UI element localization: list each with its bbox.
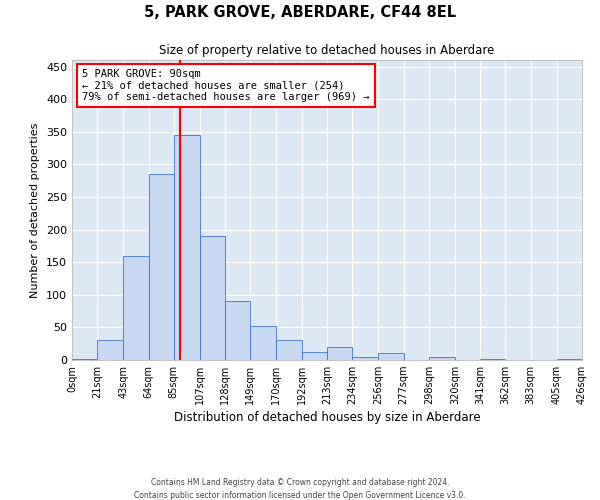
- Text: Contains HM Land Registry data © Crown copyright and database right 2024.
Contai: Contains HM Land Registry data © Crown c…: [134, 478, 466, 500]
- Bar: [327, 347, 352, 360]
- Bar: [250, 326, 275, 360]
- Y-axis label: Number of detached properties: Number of detached properties: [31, 122, 40, 298]
- Bar: [480, 358, 505, 360]
- Bar: [352, 356, 379, 360]
- Text: 5 PARK GROVE: 90sqm
← 21% of detached houses are smaller (254)
79% of semi-detac: 5 PARK GROVE: 90sqm ← 21% of detached ho…: [82, 69, 370, 102]
- Bar: [429, 356, 455, 360]
- Bar: [124, 256, 149, 360]
- Bar: [97, 340, 124, 360]
- Bar: [557, 358, 582, 360]
- X-axis label: Distribution of detached houses by size in Aberdare: Distribution of detached houses by size …: [173, 412, 481, 424]
- Bar: [200, 236, 225, 360]
- Bar: [275, 340, 302, 360]
- Bar: [225, 302, 250, 360]
- Bar: [302, 352, 327, 360]
- Bar: [174, 135, 200, 360]
- Bar: [379, 354, 404, 360]
- Title: Size of property relative to detached houses in Aberdare: Size of property relative to detached ho…: [160, 44, 494, 58]
- Bar: [149, 174, 174, 360]
- Text: 5, PARK GROVE, ABERDARE, CF44 8EL: 5, PARK GROVE, ABERDARE, CF44 8EL: [144, 5, 456, 20]
- Bar: [72, 358, 97, 360]
